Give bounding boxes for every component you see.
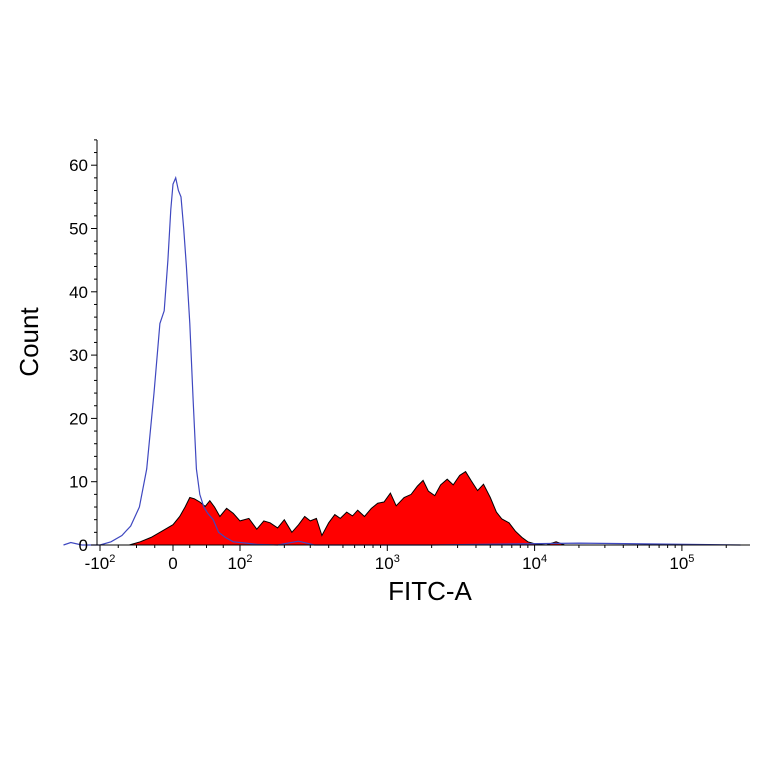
y-tick-label: 40 (69, 283, 88, 302)
x-tick-label: 102 (227, 553, 252, 573)
x-tick-label: 103 (375, 553, 400, 573)
x-tick-label: -102 (85, 553, 116, 573)
y-tick-label: 0 (79, 536, 88, 555)
y-axis-title: Count (14, 307, 44, 377)
y-tick-label: 10 (69, 473, 88, 492)
x-tick-label: 105 (669, 553, 694, 573)
y-tick-label: 20 (69, 409, 88, 428)
x-tick-label: 104 (522, 553, 547, 573)
y-tick-label: 50 (69, 220, 88, 239)
histogram-filled-series (129, 470, 579, 546)
y-tick-label: 30 (69, 346, 88, 365)
histogram-outline-series (63, 175, 741, 546)
plot-marks (63, 175, 741, 546)
x-axis-title: FITC-A (388, 576, 472, 606)
y-tick-label: 60 (69, 156, 88, 175)
x-tick-label: 0 (168, 554, 177, 573)
